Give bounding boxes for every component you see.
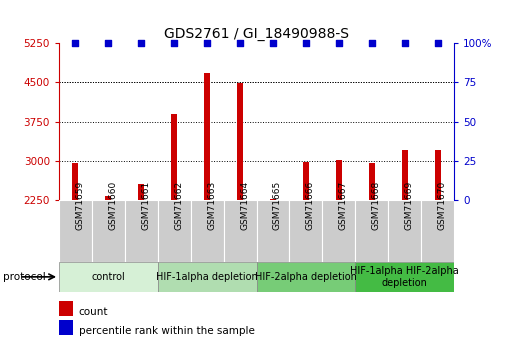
Text: GSM71667: GSM71667 bbox=[339, 180, 348, 230]
Bar bbox=[72, 163, 78, 200]
Text: control: control bbox=[91, 272, 125, 282]
Point bbox=[334, 40, 343, 46]
Bar bbox=[105, 196, 111, 200]
Text: GSM71666: GSM71666 bbox=[306, 180, 315, 230]
Bar bbox=[59, 262, 158, 292]
Point bbox=[401, 40, 409, 46]
Point bbox=[368, 40, 376, 46]
Text: count: count bbox=[79, 307, 108, 317]
Bar bbox=[355, 262, 454, 292]
Point bbox=[203, 40, 211, 46]
Point bbox=[269, 40, 277, 46]
Bar bbox=[171, 114, 177, 200]
Bar bbox=[158, 262, 256, 292]
Title: GDS2761 / GI_18490988-S: GDS2761 / GI_18490988-S bbox=[164, 27, 349, 41]
Text: GSM71662: GSM71662 bbox=[174, 180, 183, 230]
Bar bbox=[59, 321, 73, 335]
Text: protocol: protocol bbox=[3, 272, 45, 282]
Bar bbox=[435, 150, 441, 200]
Point bbox=[137, 40, 145, 46]
Bar bbox=[322, 200, 355, 262]
Point bbox=[170, 40, 179, 46]
Text: GSM71663: GSM71663 bbox=[207, 180, 216, 230]
Bar bbox=[402, 150, 408, 200]
Text: HIF-1alpha depletion: HIF-1alpha depletion bbox=[156, 272, 258, 282]
Bar bbox=[237, 83, 243, 200]
Text: HIF-2alpha depletion: HIF-2alpha depletion bbox=[255, 272, 357, 282]
Text: GSM71664: GSM71664 bbox=[240, 180, 249, 230]
Text: GSM71665: GSM71665 bbox=[273, 180, 282, 230]
Point bbox=[71, 40, 80, 46]
Bar bbox=[191, 200, 224, 262]
Point bbox=[302, 40, 310, 46]
Bar bbox=[355, 200, 388, 262]
Bar bbox=[256, 262, 355, 292]
Bar bbox=[270, 199, 276, 200]
Bar bbox=[139, 184, 144, 200]
Text: GSM71659: GSM71659 bbox=[75, 180, 85, 230]
Bar bbox=[204, 73, 210, 200]
Point bbox=[236, 40, 244, 46]
Text: percentile rank within the sample: percentile rank within the sample bbox=[79, 326, 254, 336]
Bar bbox=[336, 160, 342, 200]
Text: GSM71668: GSM71668 bbox=[372, 180, 381, 230]
Point bbox=[433, 40, 442, 46]
Bar bbox=[289, 200, 322, 262]
Bar bbox=[92, 200, 125, 262]
Bar bbox=[158, 200, 191, 262]
Bar bbox=[388, 200, 421, 262]
Bar bbox=[421, 200, 454, 262]
Bar bbox=[369, 163, 374, 200]
Bar bbox=[59, 200, 92, 262]
Text: GSM71669: GSM71669 bbox=[405, 180, 413, 230]
Text: GSM71670: GSM71670 bbox=[438, 180, 446, 230]
Bar bbox=[224, 200, 256, 262]
Bar bbox=[256, 200, 289, 262]
Text: HIF-1alpha HIF-2alpha
depletion: HIF-1alpha HIF-2alpha depletion bbox=[350, 266, 459, 288]
Point bbox=[104, 40, 112, 46]
Bar bbox=[303, 162, 309, 200]
Bar bbox=[59, 301, 73, 316]
Text: GSM71660: GSM71660 bbox=[108, 180, 117, 230]
Bar bbox=[125, 200, 158, 262]
Text: GSM71661: GSM71661 bbox=[141, 180, 150, 230]
